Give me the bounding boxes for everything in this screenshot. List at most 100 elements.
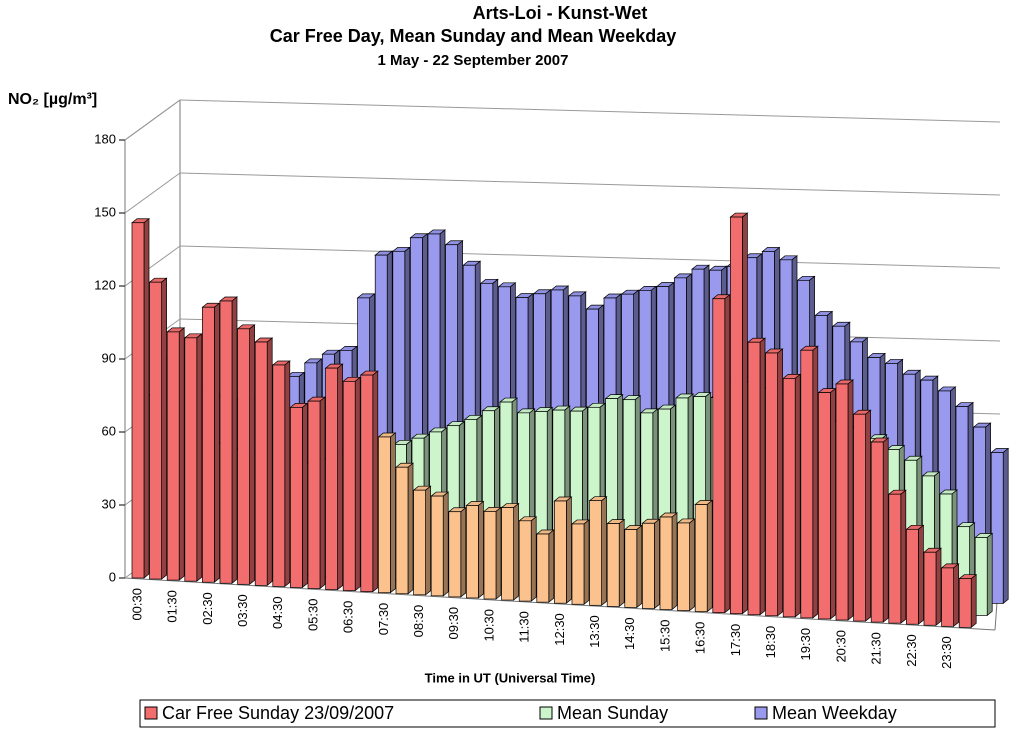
x-tick-label: 18:30 <box>763 626 778 659</box>
chart-subtitle: Car Free Day, Mean Sunday and Mean Weekd… <box>270 26 676 46</box>
bar-side <box>566 496 572 604</box>
bar <box>642 522 655 609</box>
bar <box>958 578 972 628</box>
bar <box>694 504 708 612</box>
bar <box>219 300 233 584</box>
bar-side <box>830 387 836 620</box>
bar <box>853 413 866 622</box>
x-tick-label: 05:30 <box>305 599 320 632</box>
bar-side <box>724 294 731 614</box>
bar <box>131 222 145 579</box>
bar-side <box>513 502 519 601</box>
bar <box>712 298 726 613</box>
bar-side <box>794 373 801 618</box>
x-axis-label: Time in UT (Universal Time) <box>425 670 596 685</box>
bar-side <box>986 532 993 617</box>
x-tick-label: 16:30 <box>693 622 708 655</box>
bar-side <box>266 337 273 587</box>
bar <box>765 352 778 617</box>
bar-side <box>548 529 555 603</box>
bar-side <box>372 370 379 593</box>
bar-side <box>214 302 220 583</box>
grid-line <box>179 245 1001 269</box>
bar-side <box>689 518 695 612</box>
bar <box>589 500 602 606</box>
bar-side <box>319 396 326 590</box>
bar <box>184 337 198 582</box>
bar-side <box>654 518 660 610</box>
x-tick-label: 11:30 <box>517 611 532 643</box>
bar <box>624 529 638 608</box>
x-tick-label: 01:30 <box>165 590 180 623</box>
bar <box>800 349 814 619</box>
bar-side <box>425 485 431 596</box>
bar <box>430 495 444 597</box>
grid-line <box>124 99 181 141</box>
bar-side <box>671 512 678 611</box>
bar-side <box>407 462 414 595</box>
bar-side <box>882 437 889 623</box>
x-tick-label: 20:30 <box>833 630 848 663</box>
bar-side <box>143 218 150 579</box>
bar-side <box>478 500 484 599</box>
x-tick-label: 12:30 <box>552 613 567 646</box>
bar-side <box>759 337 766 616</box>
grid-line <box>124 172 181 214</box>
bar-side <box>231 296 238 584</box>
bar-side <box>161 277 167 580</box>
bar <box>202 306 215 583</box>
x-tick-label: 19:30 <box>798 628 813 661</box>
bar <box>941 567 954 627</box>
legend-swatch <box>539 706 553 720</box>
x-tick-label: 21:30 <box>869 632 884 665</box>
x-tick-label: 14:30 <box>622 617 637 650</box>
bar-side <box>706 499 713 613</box>
bar <box>518 520 532 602</box>
y-tick-label: 90 <box>102 350 116 365</box>
bar <box>782 378 796 618</box>
bar <box>501 507 514 601</box>
y-tick-label: 60 <box>102 423 116 438</box>
x-tick-label: 15:30 <box>657 620 672 653</box>
legend-box <box>139 699 996 728</box>
grid-line <box>179 172 1001 196</box>
bar-side <box>249 324 255 586</box>
bar-side <box>777 348 783 617</box>
bar-side <box>742 212 748 615</box>
bar <box>835 383 849 621</box>
bar-side <box>636 524 643 609</box>
bar <box>818 392 831 620</box>
bar <box>254 341 268 586</box>
bar <box>149 281 162 580</box>
x-tick-label: 00:30 <box>129 588 144 621</box>
y-axis-label: NO₂ [µg/m³] <box>8 91 97 108</box>
bar-side <box>900 489 907 624</box>
bar <box>870 441 884 623</box>
y-tick-label: 120 <box>94 277 116 292</box>
x-tick-label: 07:30 <box>376 603 391 636</box>
bar-side <box>970 573 977 629</box>
bar-side <box>601 495 607 607</box>
bar <box>466 505 479 599</box>
bar <box>906 528 919 625</box>
bar-side <box>495 506 502 600</box>
bar-side <box>935 547 942 626</box>
y-tick-label: 30 <box>102 496 116 511</box>
bar <box>483 511 497 600</box>
bar <box>272 364 286 587</box>
x-tick-label: 10:30 <box>481 609 496 642</box>
x-tick-label: 02:30 <box>200 592 215 625</box>
bar <box>166 331 180 581</box>
bar <box>571 523 585 605</box>
bar-side <box>178 327 185 581</box>
bar <box>747 341 761 616</box>
bar-side <box>618 518 625 608</box>
bar <box>325 367 338 590</box>
bar <box>554 500 567 604</box>
x-tick-label: 09:30 <box>446 607 461 640</box>
bar-side <box>302 402 308 589</box>
bar-side <box>390 432 396 594</box>
bar <box>677 522 690 611</box>
chart-period: 1 May - 22 September 2007 <box>378 52 569 69</box>
